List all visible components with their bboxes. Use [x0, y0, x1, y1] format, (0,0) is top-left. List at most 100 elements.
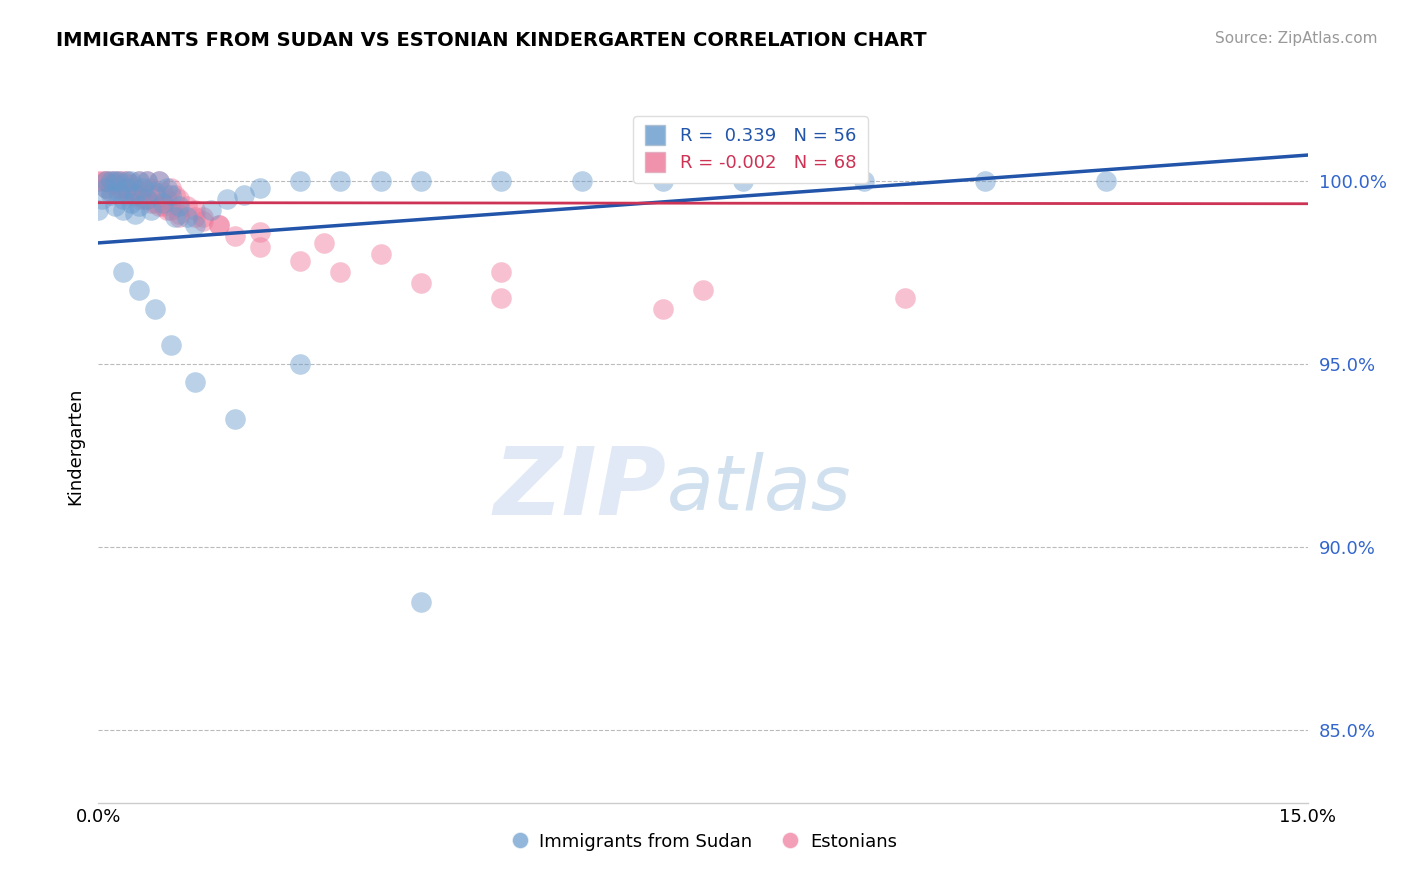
Y-axis label: Kindergarten: Kindergarten [66, 387, 84, 505]
Point [107, 185, 129, 199]
Point [1095, 174, 1118, 188]
Point [152, 199, 174, 213]
Point [491, 265, 513, 279]
Point [103, 174, 125, 188]
Point [160, 181, 183, 195]
Point [156, 202, 179, 217]
Point [87, 174, 110, 188]
Point [91, 192, 114, 206]
Point [103, 199, 125, 213]
Point [120, 178, 142, 192]
Point [107, 174, 129, 188]
Point [167, 211, 190, 225]
Point [143, 301, 166, 316]
Point [184, 218, 207, 232]
Point [167, 192, 190, 206]
Point [128, 174, 150, 188]
Point [160, 338, 183, 352]
Point [115, 181, 138, 195]
Point [100, 174, 122, 188]
Point [128, 174, 150, 188]
Point [111, 265, 134, 279]
Point [120, 185, 142, 199]
Point [143, 185, 166, 199]
Point [217, 192, 239, 206]
Point [103, 178, 125, 192]
Point [120, 195, 142, 210]
Point [163, 211, 186, 225]
Point [91, 174, 114, 188]
Point [100, 178, 122, 192]
Point [974, 174, 997, 188]
Point [249, 225, 271, 239]
Point [409, 276, 432, 290]
Point [409, 174, 432, 188]
Point [135, 174, 157, 188]
Point [100, 188, 122, 202]
Point [249, 239, 271, 253]
Point [115, 174, 138, 188]
Point [163, 188, 186, 202]
Point [128, 199, 150, 213]
Point [143, 188, 166, 202]
Point [124, 188, 146, 202]
Point [288, 254, 311, 268]
Point [329, 265, 352, 279]
Point [329, 174, 352, 188]
Point [128, 284, 150, 298]
Point [152, 195, 174, 210]
Point [103, 174, 125, 188]
Point [167, 199, 190, 213]
Text: ZIP: ZIP [494, 442, 666, 535]
Point [100, 185, 122, 199]
Point [232, 188, 254, 202]
Point [124, 188, 146, 202]
Point [148, 174, 170, 188]
Point [96, 181, 118, 195]
Point [87, 202, 110, 217]
Point [160, 202, 183, 217]
Point [193, 211, 215, 225]
Point [184, 202, 207, 217]
Point [160, 188, 183, 202]
Point [651, 174, 673, 188]
Point [96, 174, 118, 188]
Point [107, 174, 129, 188]
Point [115, 174, 138, 188]
Point [124, 181, 146, 195]
Point [139, 181, 162, 195]
Point [491, 174, 513, 188]
Point [120, 174, 142, 188]
Point [314, 235, 336, 250]
Point [409, 594, 432, 608]
Point [103, 178, 125, 192]
Point [124, 206, 146, 220]
Point [128, 188, 150, 202]
Point [184, 211, 207, 225]
Point [167, 206, 190, 220]
Point [370, 247, 392, 261]
Text: atlas: atlas [666, 452, 851, 525]
Point [135, 192, 157, 206]
Point [288, 357, 311, 371]
Point [96, 181, 118, 195]
Point [184, 375, 207, 389]
Point [111, 202, 134, 217]
Point [370, 174, 392, 188]
Point [96, 174, 118, 188]
Point [491, 291, 513, 305]
Point [156, 192, 179, 206]
Point [128, 192, 150, 206]
Point [176, 199, 198, 213]
Point [733, 174, 755, 188]
Point [139, 202, 162, 217]
Point [249, 181, 271, 195]
Point [208, 218, 231, 232]
Point [193, 214, 215, 228]
Point [651, 301, 673, 316]
Point [111, 192, 134, 206]
Point [100, 174, 122, 188]
Point [148, 174, 170, 188]
Point [107, 181, 129, 195]
Text: Source: ZipAtlas.com: Source: ZipAtlas.com [1215, 31, 1378, 46]
